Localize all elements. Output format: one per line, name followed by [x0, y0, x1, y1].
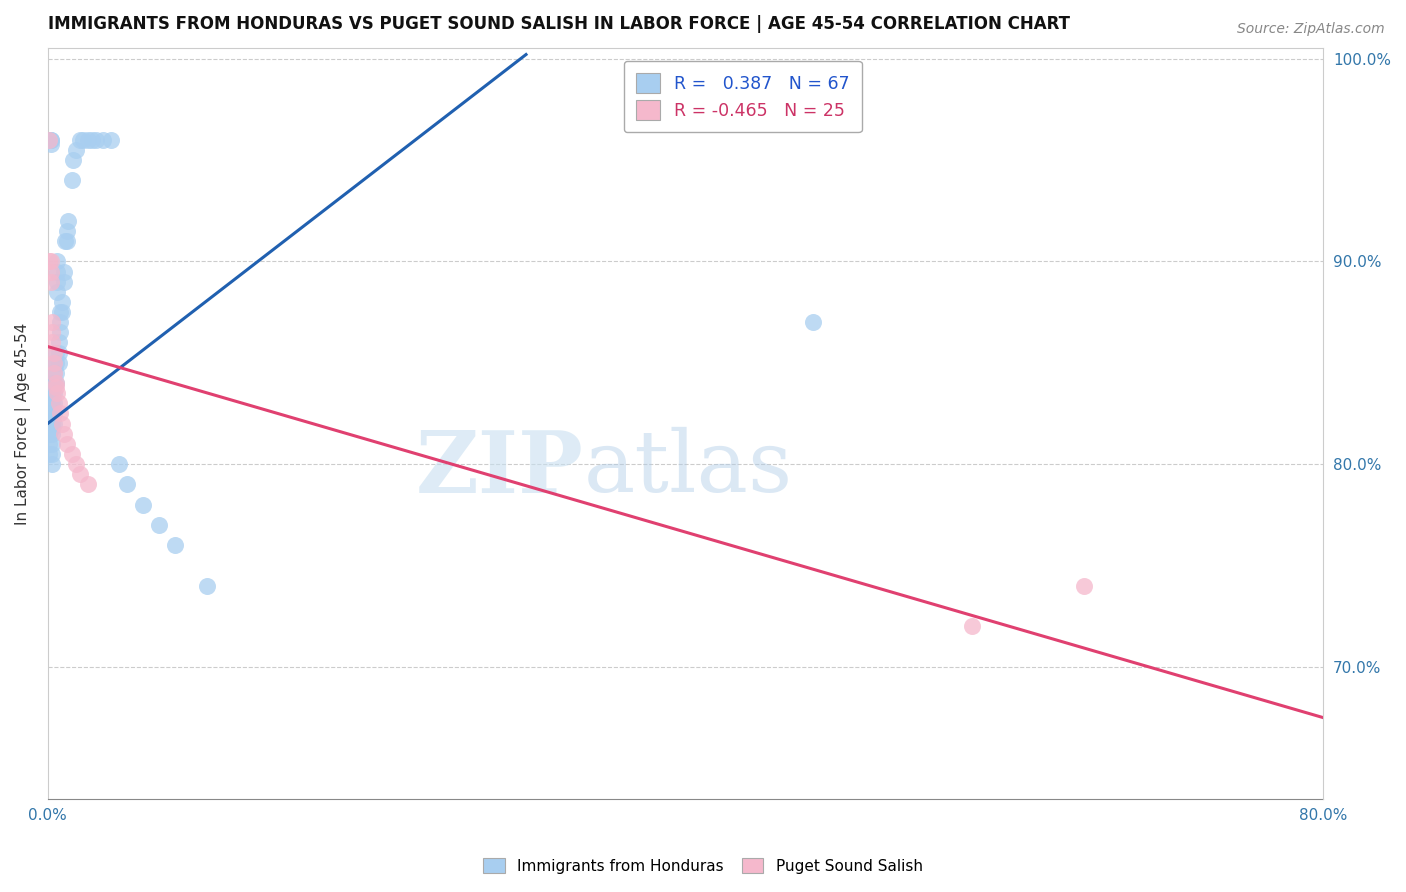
Point — [108, 457, 131, 471]
Point — [46, 275, 69, 289]
Point — [41, 396, 63, 410]
Point — [48, 345, 70, 359]
Point — [148, 518, 170, 533]
Point — [39, 133, 62, 147]
Point — [49, 326, 72, 340]
Point — [45, 380, 67, 394]
Point — [42, 345, 65, 359]
Point — [69, 467, 91, 482]
Point — [65, 143, 87, 157]
Point — [84, 133, 107, 147]
Point — [65, 457, 87, 471]
Point — [41, 376, 63, 390]
Point — [38, 426, 60, 441]
Point — [82, 133, 104, 147]
Point — [42, 356, 65, 370]
Point — [41, 407, 63, 421]
Point — [51, 305, 73, 319]
Point — [49, 315, 72, 329]
Point — [51, 417, 73, 431]
Point — [46, 264, 69, 278]
Point — [39, 136, 62, 151]
Point — [72, 133, 94, 147]
Point — [46, 386, 69, 401]
Point — [38, 447, 60, 461]
Point — [42, 366, 65, 380]
Point — [76, 133, 98, 147]
Point — [38, 254, 60, 268]
Point — [41, 420, 63, 434]
Point — [41, 457, 63, 471]
Point — [38, 133, 60, 147]
Legend: Immigrants from Honduras, Puget Sound Salish: Immigrants from Honduras, Puget Sound Sa… — [477, 852, 929, 880]
Text: ZIP: ZIP — [416, 426, 583, 510]
Point — [42, 396, 65, 410]
Point — [39, 133, 62, 147]
Point — [39, 254, 62, 268]
Point — [46, 254, 69, 268]
Point — [42, 407, 65, 421]
Point — [38, 417, 60, 431]
Point — [52, 275, 75, 289]
Point — [39, 396, 62, 410]
Point — [38, 437, 60, 451]
Point — [165, 538, 187, 552]
Point — [45, 366, 67, 380]
Point — [801, 315, 824, 329]
Point — [51, 294, 73, 309]
Point — [41, 326, 63, 340]
Point — [42, 356, 65, 370]
Point — [53, 234, 76, 248]
Point — [48, 335, 70, 350]
Point — [45, 376, 67, 390]
Point — [41, 417, 63, 431]
Text: Source: ZipAtlas.com: Source: ZipAtlas.com — [1237, 22, 1385, 37]
Text: IMMIGRANTS FROM HONDURAS VS PUGET SOUND SALISH IN LABOR FORCE | AGE 45-54 CORREL: IMMIGRANTS FROM HONDURAS VS PUGET SOUND … — [48, 15, 1070, 33]
Point — [41, 335, 63, 350]
Point — [48, 356, 70, 370]
Point — [60, 173, 83, 187]
Point — [117, 477, 139, 491]
Y-axis label: In Labor Force | Age 45-54: In Labor Force | Age 45-54 — [15, 323, 31, 524]
Point — [48, 396, 70, 410]
Point — [52, 426, 75, 441]
Point — [56, 437, 79, 451]
Point — [60, 447, 83, 461]
Point — [45, 356, 67, 370]
Point — [39, 275, 62, 289]
Text: atlas: atlas — [583, 427, 793, 510]
Point — [62, 153, 84, 167]
Point — [39, 407, 62, 421]
Point — [45, 376, 67, 390]
Point — [39, 417, 62, 431]
Point — [962, 619, 984, 633]
Point — [45, 345, 67, 359]
Point — [41, 447, 63, 461]
Point — [41, 315, 63, 329]
Point — [132, 498, 155, 512]
Point — [41, 426, 63, 441]
Point — [195, 579, 218, 593]
Point — [49, 305, 72, 319]
Point — [69, 133, 91, 147]
Point — [1073, 579, 1095, 593]
Point — [42, 366, 65, 380]
Point — [42, 386, 65, 401]
Point — [46, 285, 69, 299]
Point — [42, 417, 65, 431]
Point — [100, 133, 122, 147]
Point — [42, 376, 65, 390]
Point — [41, 437, 63, 451]
Point — [41, 386, 63, 401]
Point — [52, 264, 75, 278]
Legend: R =   0.387   N = 67, R = -0.465   N = 25: R = 0.387 N = 67, R = -0.465 N = 25 — [624, 61, 862, 132]
Point — [56, 224, 79, 238]
Point — [93, 133, 115, 147]
Point — [39, 264, 62, 278]
Point — [49, 407, 72, 421]
Point — [76, 477, 98, 491]
Point — [56, 234, 79, 248]
Point — [58, 214, 80, 228]
Point — [39, 386, 62, 401]
